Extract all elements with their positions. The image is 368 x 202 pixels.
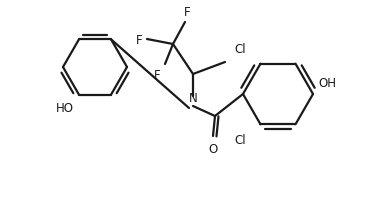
Text: HO: HO xyxy=(56,101,74,114)
Text: F: F xyxy=(154,69,161,82)
Text: F: F xyxy=(184,6,190,19)
Text: O: O xyxy=(208,142,217,155)
Text: Cl: Cl xyxy=(235,42,247,55)
Text: OH: OH xyxy=(318,77,336,89)
Text: F: F xyxy=(137,33,143,46)
Text: N: N xyxy=(189,92,197,104)
Text: Cl: Cl xyxy=(235,134,247,147)
